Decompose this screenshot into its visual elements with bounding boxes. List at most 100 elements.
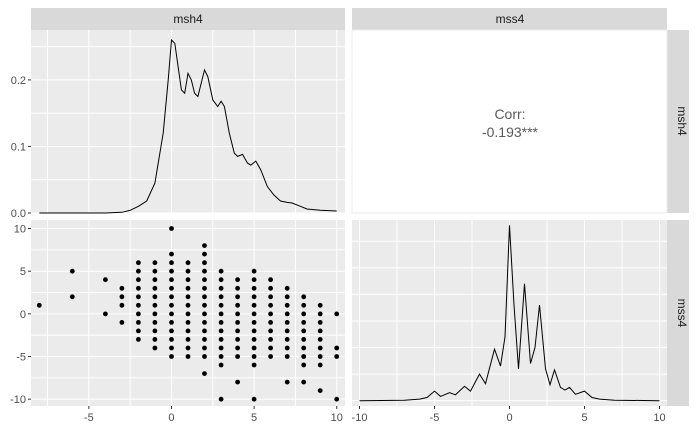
scatter-ytick-label-2: 0 <box>20 309 26 321</box>
scatter-point-138 <box>317 302 323 308</box>
scatter-point-23 <box>152 294 158 300</box>
scatter-point-89 <box>235 320 241 325</box>
scatter-point-1 <box>69 268 75 274</box>
scatter-point-114 <box>268 328 273 334</box>
scatter-point-103 <box>251 337 257 342</box>
scatter-point-108 <box>268 277 273 283</box>
scatter-point-104 <box>251 345 257 351</box>
scatter-point-52 <box>185 328 191 334</box>
scatter-point-137 <box>301 379 307 385</box>
scatter-point-43 <box>169 354 174 359</box>
scatter-point-134 <box>301 345 307 351</box>
scatter-point-133 <box>301 337 307 342</box>
scatter-point-143 <box>317 345 323 351</box>
scatter-xtick-label-2: 5 <box>251 412 257 424</box>
scatter-point-5 <box>119 285 125 291</box>
scatter-point-129 <box>301 302 307 308</box>
scatter-point-148 <box>334 345 340 351</box>
scatter-point-19 <box>152 260 158 266</box>
scatter-point-115 <box>268 337 273 342</box>
scatter-point-57 <box>202 251 207 257</box>
scatter-point-67 <box>202 337 207 342</box>
scatter-point-58 <box>202 260 207 266</box>
scatter-point-30 <box>169 226 174 231</box>
strip-right-mss4-label: mss4 <box>675 299 689 328</box>
scatter-point-145 <box>317 362 323 368</box>
scatter-point-119 <box>284 294 290 300</box>
scatter-point-53 <box>185 337 191 342</box>
scatter-point-39 <box>169 320 174 325</box>
scatter-point-42 <box>169 345 174 351</box>
scatter-point-59 <box>202 268 207 274</box>
scatter-point-28 <box>152 337 158 342</box>
scatter-point-124 <box>284 337 290 342</box>
scatter-point-50 <box>185 311 191 317</box>
strip-top-msh4 <box>31 8 345 30</box>
scatter-xtick-label-0: -5 <box>84 412 94 424</box>
scatter-point-29 <box>152 345 158 351</box>
scatter-point-122 <box>284 320 290 325</box>
scatter-point-61 <box>202 285 207 291</box>
scatter-point-70 <box>202 371 207 376</box>
scatter-point-56 <box>202 243 207 249</box>
scatter-point-78 <box>218 328 224 334</box>
strip-top-mss4 <box>352 8 667 30</box>
scatter-point-102 <box>251 328 257 334</box>
scatter-point-64 <box>202 311 207 317</box>
scatter-point-21 <box>152 277 158 283</box>
scatter-point-27 <box>152 328 158 334</box>
density-msh4-ytick-label-2: 0.2 <box>11 75 26 87</box>
scatter-point-14 <box>136 302 141 308</box>
scatter-point-63 <box>202 302 207 308</box>
scatter-point-51 <box>185 320 191 325</box>
scatter-point-26 <box>152 320 158 325</box>
scatter-point-147 <box>334 311 340 317</box>
density-msh4-bg <box>31 30 345 213</box>
scatter-point-38 <box>169 311 174 317</box>
scatter-point-46 <box>185 277 191 283</box>
scatter-point-24 <box>152 302 158 308</box>
scatter-point-7 <box>119 302 125 308</box>
scatter-xtick-label-1: 0 <box>168 412 174 424</box>
scatter-point-112 <box>268 311 273 317</box>
panel-scatter-msh4-mss4: 10 5 0 -5 -10 -5 0 5 10 <box>10 220 345 424</box>
correlation-label: Corr: <box>494 106 525 122</box>
scatter-point-98 <box>251 294 257 300</box>
scatter-point-117 <box>268 354 273 359</box>
density-mss4-xtick-label-0: -10 <box>352 412 368 424</box>
scatter-point-77 <box>218 320 224 325</box>
scatter-point-101 <box>251 320 257 325</box>
scatter-point-20 <box>152 268 158 274</box>
scatter-point-111 <box>268 302 273 308</box>
scatter-point-81 <box>218 354 224 359</box>
scatter-point-76 <box>218 311 224 317</box>
scatter-point-73 <box>218 285 224 291</box>
scatter-point-84 <box>235 277 241 283</box>
scatter-point-40 <box>169 328 174 334</box>
scatter-point-18 <box>136 337 141 342</box>
scatter-point-125 <box>284 345 290 351</box>
scatter-point-113 <box>268 320 273 325</box>
panel-density-mss4: -10 -5 0 5 10 <box>352 220 667 424</box>
scatter-point-150 <box>334 396 340 402</box>
scatter-point-144 <box>317 354 323 359</box>
scatter-point-75 <box>218 302 224 308</box>
scatter-point-120 <box>284 302 290 308</box>
scatter-point-94 <box>235 379 241 385</box>
scatter-point-99 <box>251 302 257 308</box>
scatter-point-90 <box>235 328 241 334</box>
scatter-point-71 <box>218 268 224 274</box>
scatter-point-4 <box>103 311 108 317</box>
scatter-point-68 <box>202 345 207 351</box>
strip-right-msh4 <box>667 30 689 213</box>
scatter-point-55 <box>185 354 191 359</box>
scatter-point-72 <box>218 277 224 283</box>
scatter-point-74 <box>218 294 224 300</box>
density-mss4-xtick-label-4: 10 <box>653 412 665 424</box>
scatter-point-127 <box>284 379 290 385</box>
scatter-point-45 <box>185 268 191 274</box>
density-mss4-xtick-label-2: 0 <box>506 412 512 424</box>
scatter-point-96 <box>251 277 257 283</box>
scatter-point-65 <box>202 320 207 325</box>
scatter-point-149 <box>334 354 340 359</box>
